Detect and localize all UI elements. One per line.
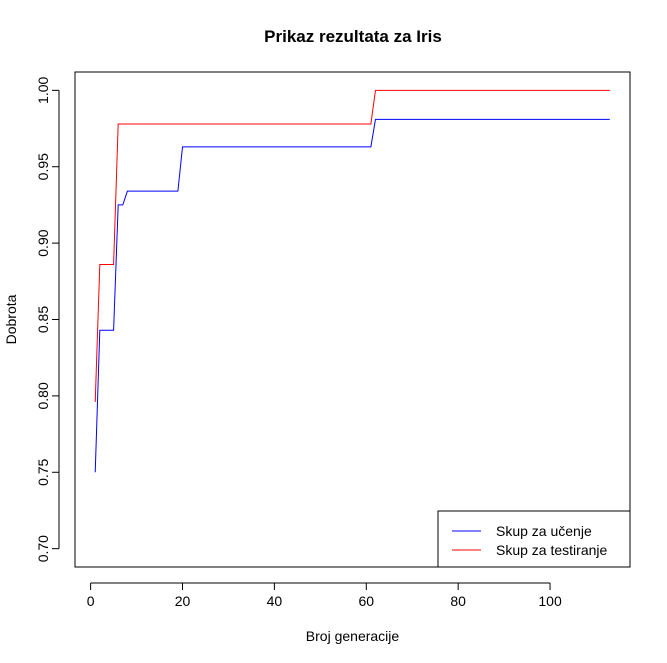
x-tick-label: 100 [538,593,562,609]
x-tick-label: 60 [358,593,374,609]
y-tick-label: 0.80 [35,382,51,409]
y-tick-label: 0.85 [35,306,51,333]
legend-label-0: Skup za učenje [496,523,592,539]
legend-label-1: Skup za testiranje [496,542,607,558]
x-tick-label: 0 [87,593,95,609]
chart-title: Prikaz rezultata za Iris [264,27,442,46]
y-tick-label: 1.00 [35,76,51,103]
y-axis: 0.70 0.75 0.80 0.85 0.90 0.95 1.00 [35,76,60,562]
x-tick-label: 80 [450,593,466,609]
y-axis-label: Dobrota [3,294,19,344]
x-tick-label: 40 [267,593,283,609]
legend-box [437,510,631,568]
x-axis: 0 20 40 60 80 100 [87,582,562,609]
series-layer [94,89,610,473]
x-axis-label: Broj generacije [306,628,400,644]
legend: Skup za učenje Skup za testiranje [437,510,631,568]
series-line-0 [94,118,610,473]
y-tick-label: 0.70 [35,535,51,562]
y-tick-label: 0.90 [35,229,51,256]
x-tick-label: 20 [175,593,191,609]
y-tick-label: 0.75 [35,458,51,485]
y-tick-label: 0.95 [35,153,51,180]
series-line-1 [94,89,610,403]
plot-frame [74,71,631,568]
